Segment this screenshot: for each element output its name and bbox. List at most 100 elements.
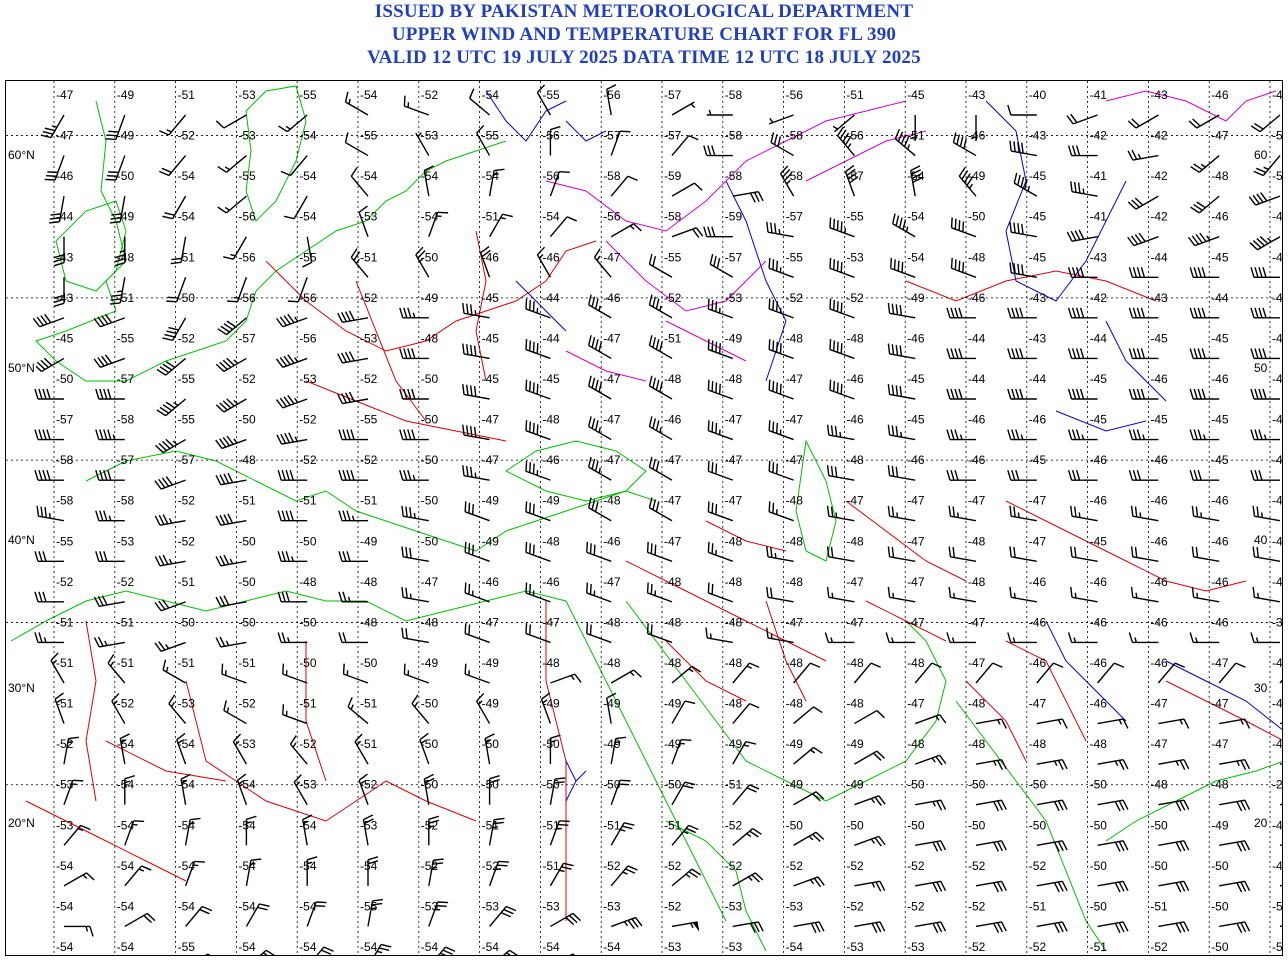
wind-barb <box>301 814 313 846</box>
wind-barb <box>887 384 916 400</box>
wind-barb <box>549 862 574 887</box>
temperature-value: -58 <box>603 169 621 183</box>
wind-barb <box>887 343 916 360</box>
temperature-value: -50 <box>421 453 439 467</box>
temperature-value: -48 <box>117 250 135 264</box>
wind-barb <box>1067 632 1098 644</box>
temperature-value: -50 <box>117 169 135 183</box>
wind-barb <box>423 165 434 197</box>
temperature-value: -49 <box>907 291 925 305</box>
wind-barb <box>33 357 65 373</box>
wind-barb <box>1009 140 1037 157</box>
wind-barb <box>525 460 551 481</box>
temperature-value: -50 <box>1090 778 1108 792</box>
temperature-value: -58 <box>117 494 135 508</box>
wind-barb <box>401 505 429 522</box>
temperature-value: -53 <box>238 737 256 751</box>
wind-barb <box>887 424 916 441</box>
wind-barb <box>610 175 638 197</box>
wind-barb <box>34 429 64 441</box>
temperature-value: -50 <box>1029 778 1047 792</box>
temperature-value: -54 <box>542 210 560 224</box>
wind-barb <box>215 357 247 373</box>
temperature-value: -50 <box>1211 859 1229 873</box>
wind-barb <box>707 460 734 481</box>
temperature-value: -43 <box>1029 331 1047 345</box>
wind-barb <box>168 694 187 725</box>
temperature-value: -49 <box>482 534 500 548</box>
wind-barb <box>154 554 186 567</box>
temperature-value: -43 <box>1150 88 1168 102</box>
temperature-value: -55 <box>786 250 804 264</box>
temperature-value: -48 <box>786 656 804 670</box>
issuer-title: ISSUED BY PAKISTAN METEOROLOGICAL DEPART… <box>374 1 914 22</box>
wind-barb <box>399 307 429 319</box>
wind-barb <box>703 145 733 157</box>
temperature-value: -20 <box>1272 778 1283 792</box>
temperature-value: -50 <box>238 575 256 589</box>
wind-barb <box>671 868 702 887</box>
wind-barb <box>826 465 855 481</box>
wind-barb <box>1218 662 1246 684</box>
temperature-value: -43 <box>1090 250 1108 264</box>
temperature-value: -54 <box>299 210 317 224</box>
temperature-value: -46 <box>1090 453 1108 467</box>
temperature-value: -50 <box>238 534 256 548</box>
temperature-value: -44 <box>1211 291 1229 305</box>
temperature-value: -42 <box>1150 169 1168 183</box>
temperature-value: -51 <box>1150 899 1168 913</box>
temperature-value: -45 <box>1029 169 1047 183</box>
wind-barb <box>423 773 435 805</box>
wind-barb <box>826 586 855 603</box>
wind-barb <box>1128 267 1159 278</box>
wind-barb <box>277 591 308 603</box>
temperature-value: -50 <box>907 778 925 792</box>
wind-barb <box>732 740 757 765</box>
temperature-value: -30 <box>1272 615 1283 629</box>
wind-barb <box>768 114 794 125</box>
wind-barb <box>428 858 444 886</box>
wind-barb <box>1250 114 1281 133</box>
temperature-value: -54 <box>238 940 256 954</box>
wind-barb <box>475 124 491 156</box>
wind-barb <box>1007 469 1037 481</box>
wind-barb <box>170 236 187 265</box>
temperature-value: -51 <box>542 818 560 832</box>
wind-barb <box>707 501 734 522</box>
wind-barb <box>1070 546 1098 562</box>
temperature-value: -56 <box>603 88 621 102</box>
wind-barb <box>347 696 369 725</box>
coastline-mediterranean <box>85 450 657 552</box>
wind-barb <box>275 394 308 409</box>
wind-barb <box>1158 799 1190 812</box>
wind-barb <box>63 779 84 805</box>
wind-barb <box>1188 114 1220 129</box>
wind-barb <box>588 456 612 481</box>
wind-barb <box>671 227 704 238</box>
wind-barb <box>1097 758 1129 770</box>
temperature-value: -51 <box>360 697 378 711</box>
wind-barb <box>1036 799 1068 812</box>
temperature-value: -44 <box>1090 331 1108 345</box>
temperature-value: -51 <box>178 656 196 670</box>
wind-barb <box>1036 880 1068 893</box>
temperature-value: -50 <box>542 778 560 792</box>
temperature-value: -41 <box>1090 210 1108 224</box>
wind-barb <box>464 501 490 522</box>
wind-barb <box>648 497 673 522</box>
wind-temperature-map[interactable]: -47 -49 -51 -53 -55 -54 -52 -54 -55 -56 -57 -58 -56 -… <box>5 80 1283 956</box>
wind-barb <box>49 196 65 224</box>
wind-barb <box>403 663 430 684</box>
temperature-value: -56 <box>299 331 317 345</box>
wind-barb <box>289 735 308 765</box>
wind-barb <box>462 384 490 400</box>
wind-barb <box>156 398 187 417</box>
wind-barb <box>124 912 156 928</box>
wind-barb <box>1253 155 1281 177</box>
wind-barb <box>648 335 673 360</box>
wind-barb <box>350 248 369 278</box>
lat-label-right-30: 30 <box>1253 681 1269 695</box>
temperature-value: -48 <box>786 534 804 548</box>
temperature-value: -45 <box>1272 291 1283 305</box>
temperature-value: -57 <box>603 129 621 143</box>
